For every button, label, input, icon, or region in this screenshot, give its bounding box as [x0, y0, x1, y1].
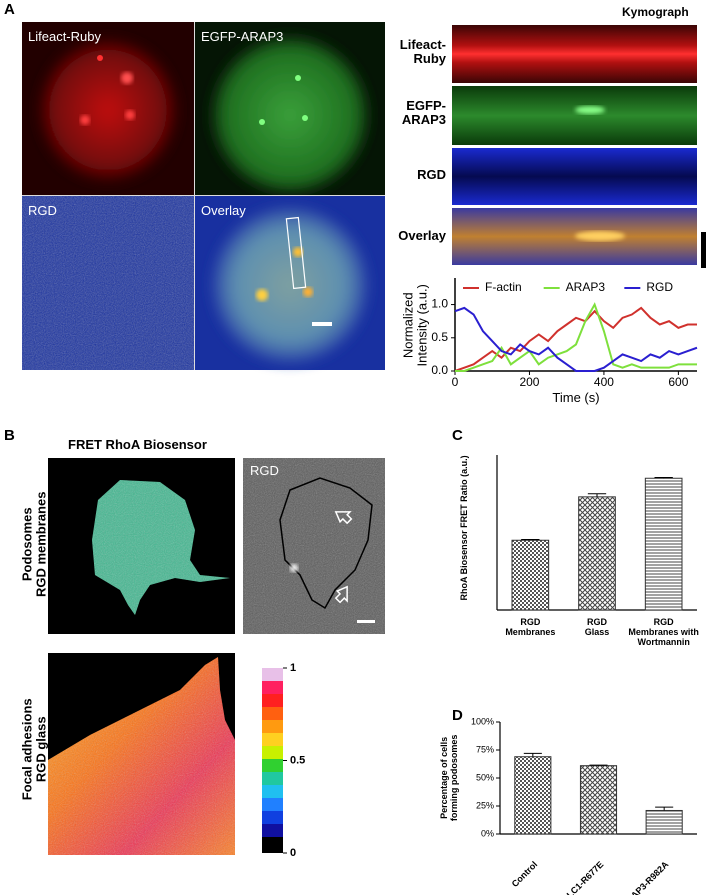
image-label: Overlay — [201, 203, 246, 218]
line-series — [454, 306, 697, 372]
row-label: Podosomes RGD membranes — [19, 491, 49, 598]
y-tick-label: 0% — [481, 828, 494, 838]
row-label: Focal adhesions RGD glass — [19, 698, 49, 801]
y-tick-label: 25% — [476, 800, 494, 810]
legend-label: F-actin — [485, 280, 522, 294]
kymograph-strips — [452, 25, 706, 268]
y-tick-label: 0.5 — [431, 330, 448, 344]
fret-title: FRET RhoA Biosensor — [68, 437, 207, 452]
panel-label: C — [452, 427, 463, 444]
colorbar-tick-label: 1 — [290, 662, 296, 674]
bar — [578, 496, 616, 611]
y-tick-label: 75% — [476, 744, 494, 754]
panel-label: A — [4, 1, 15, 18]
x-tick-label: 0 — [452, 375, 459, 389]
bar — [514, 756, 552, 835]
bar — [511, 539, 550, 611]
fret-images — [48, 458, 385, 855]
kymograph-title: Kymograph — [622, 5, 689, 19]
line-series — [455, 302, 697, 372]
y-tick-label: 1.0 — [431, 297, 448, 311]
microscopy-images — [22, 22, 385, 370]
image-label: RGD — [28, 203, 57, 218]
x-tick-label: 200 — [519, 375, 539, 389]
y-tick-label: 50% — [476, 772, 494, 782]
kymograph-label: Overlay — [398, 228, 446, 243]
x-tick-label: RGD Membranes — [505, 617, 556, 637]
bar — [579, 765, 618, 835]
kymograph-label: RGD — [417, 167, 446, 182]
line-series — [454, 306, 698, 372]
image-label: Lifeact-Ruby — [28, 29, 101, 44]
kymograph-label: EGFP- ARAP3 — [401, 98, 446, 128]
bar — [644, 477, 683, 611]
y-axis-label: Normalized Intensity (a.u.) — [400, 283, 430, 366]
x-tick-label: 600 — [668, 375, 688, 389]
panel-label: D — [452, 707, 463, 724]
y-tick-label: 100% — [471, 716, 494, 726]
x-tick-label: RGD Membranes with Wortmannin — [628, 617, 699, 647]
kymograph-label: Lifeact- Ruby — [399, 37, 446, 67]
y-axis-label: Percentage of cells forming podosomes — [439, 734, 459, 822]
x-tick-label: RGD Glass — [584, 617, 610, 637]
x-tick-label: 400 — [594, 375, 614, 389]
colorbar — [262, 668, 283, 853]
y-tick-label: 0.0 — [431, 363, 448, 377]
image-label: RGD — [250, 463, 279, 478]
y-axis-label: RhoA Biosensor FRET Ratio (a.u.) — [459, 454, 470, 601]
legend-label: ARAP3 — [566, 280, 606, 294]
colorbar-tick-label: 0.5 — [290, 754, 305, 766]
bar — [645, 809, 683, 835]
legend-label: RGD — [646, 280, 673, 294]
colorbar-tick-label: 0 — [290, 847, 296, 859]
x-axis-label: Time (s) — [552, 390, 600, 405]
panel-label: B — [4, 427, 15, 444]
image-label: EGFP-ARAP3 — [201, 29, 284, 44]
